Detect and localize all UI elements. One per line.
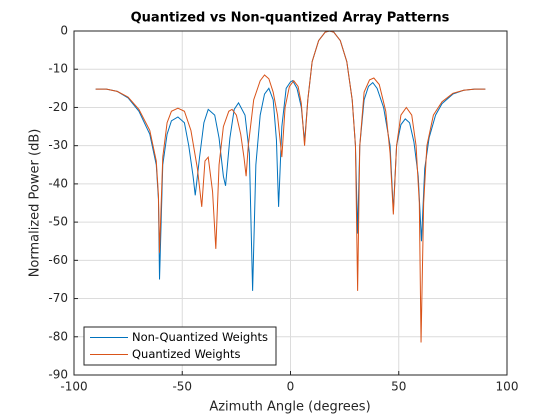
y-tick-label: -80 — [48, 329, 68, 343]
chart-title: Quantized vs Non-quantized Array Pattern… — [131, 11, 450, 26]
x-tick-label: 100 — [496, 380, 519, 394]
y-tick-label: -10 — [48, 62, 68, 76]
legend-box — [83, 326, 277, 366]
y-tick-label: -70 — [48, 291, 68, 305]
y-axis-label: Normalized Power (dB) — [28, 129, 43, 278]
data-line — [95, 30, 486, 343]
y-tick-label: -90 — [48, 368, 68, 382]
x-tick-label: -50 — [172, 380, 192, 394]
legend-label: Quantized Weights — [132, 347, 241, 361]
y-tick-label: -60 — [48, 253, 68, 267]
y-tick-label: 0 — [60, 24, 68, 38]
x-axis-label: Azimuth Angle (degrees) — [209, 400, 370, 415]
plot-frame — [73, 30, 508, 376]
y-tick-label: -20 — [48, 100, 68, 114]
x-tick-label: 0 — [287, 380, 295, 394]
x-tick-label: -100 — [60, 380, 87, 394]
y-tick-label: -50 — [48, 215, 68, 229]
data-line — [95, 30, 486, 291]
y-tick-label: -30 — [48, 138, 68, 152]
y-tick-label: -40 — [48, 176, 68, 190]
x-tick-label: 50 — [391, 380, 406, 394]
legend-label: Non-Quantized Weights — [132, 330, 268, 344]
